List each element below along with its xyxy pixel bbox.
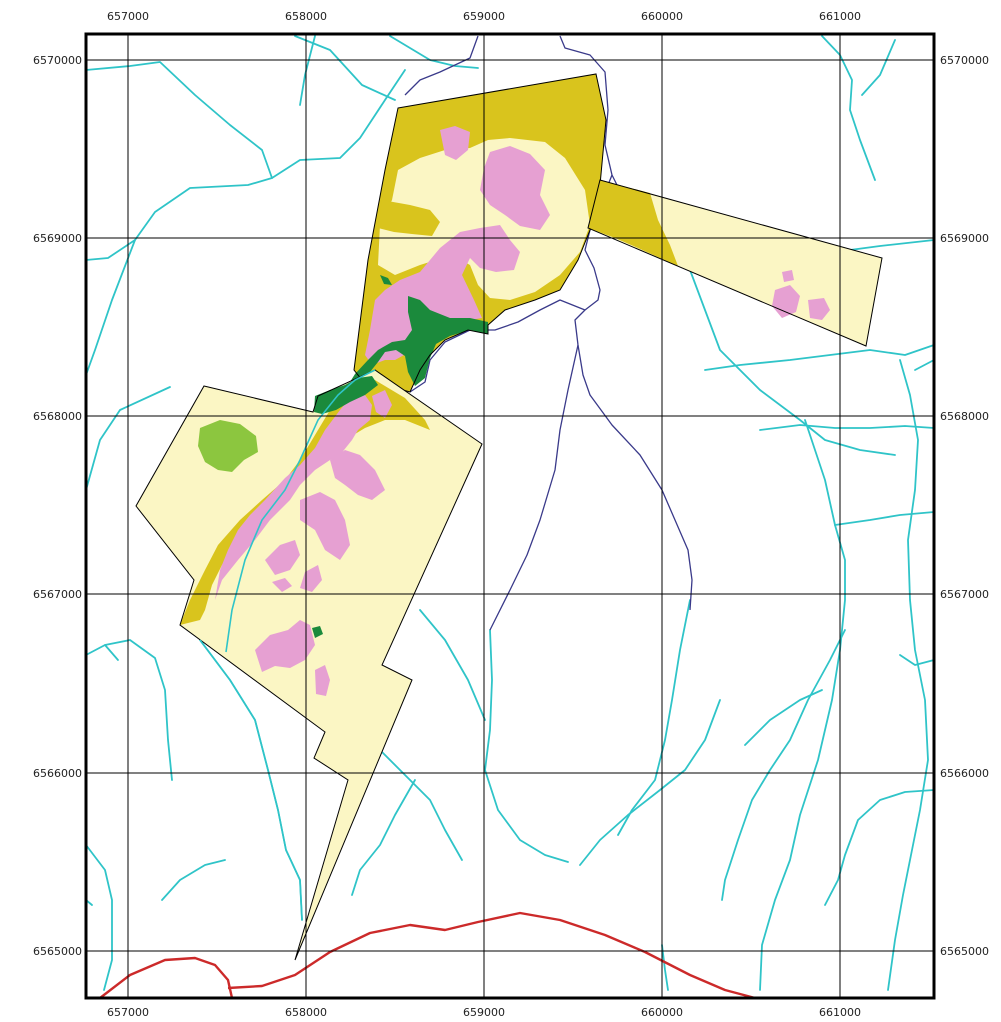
stream-line [271,69,406,179]
stream-line [85,239,136,376]
zone-pink [315,665,330,696]
zone-pink [215,395,372,600]
stream-line [821,35,876,181]
zone-dark-green [350,296,488,392]
stream-line [161,859,226,901]
x-tick-label: 657000 [107,10,149,23]
stream-line [899,654,935,666]
river-line [404,35,479,96]
zone-pink [272,578,292,592]
parcel-boundary [135,369,483,961]
stream-line [579,699,721,866]
y-tick-label: 6567000 [33,588,82,601]
y-tick-label: 6566000 [33,767,82,780]
zone-pink [772,285,800,318]
stream-line [704,344,935,371]
zone-pink [265,540,300,575]
road [99,911,756,1000]
x-tick-labels-bottom: 657000 658000 659000 660000 661000 [107,1006,861,1019]
zone-olive [378,200,440,236]
y-tick-label: 6565000 [33,945,82,958]
road-line [99,956,234,999]
x-tick-label: 661000 [819,10,861,23]
zone-pink [372,390,392,418]
stream-line [85,844,113,991]
map-frame [84,32,936,1000]
y-tick-labels-left: 6570000 6569000 6568000 6567000 6566000 … [33,54,82,958]
x-tick-label: 659000 [463,10,505,23]
y-tick-labels-right: 6570000 6569000 6568000 6567000 6566000 … [940,54,989,958]
x-tick-label: 659000 [463,1006,505,1019]
y-tick-label: 6569000 [940,232,989,245]
zone-olive [180,380,430,625]
x-tick-labels-top: 657000 658000 659000 660000 661000 [107,10,861,23]
stream-line [861,39,896,96]
x-tick-label: 657000 [107,1006,149,1019]
x-tick-label: 658000 [285,10,327,23]
stream-line [419,609,486,721]
zone-dark-green [380,275,392,285]
x-tick-label: 660000 [641,1006,683,1019]
x-tick-label: 661000 [819,1006,861,1019]
stream-line [834,511,935,526]
zone-dark-green [312,626,323,638]
zone-olive [588,180,678,266]
land-parcel-southwest [135,369,483,961]
zone-light-green [198,420,258,472]
y-tick-label: 6567000 [940,588,989,601]
y-tick-label: 6566000 [940,767,989,780]
river-line [489,344,579,631]
y-tick-label: 6569000 [33,232,82,245]
stream-line [199,639,303,921]
stream-line [617,599,691,836]
stream-line [759,424,935,431]
stream-line [85,386,171,491]
stream-line [484,629,569,863]
y-tick-label: 6568000 [940,410,989,423]
stream-line [225,369,376,653]
stream-line [721,629,846,901]
zone-pink [300,492,350,560]
zone-pink [440,126,470,160]
y-tick-label: 6570000 [940,54,989,67]
stream-line [824,789,935,906]
zone-pink [255,620,315,672]
stream-line [661,944,669,991]
stream-line [299,35,316,106]
x-tick-label: 658000 [285,1006,327,1019]
x-tick-label: 660000 [641,10,683,23]
stream-line [351,779,416,896]
river-line [574,174,693,611]
y-tick-label: 6565000 [940,945,989,958]
zone-pale-yellow [136,370,482,960]
road-line [227,911,756,1000]
coordinate-grid [86,34,934,998]
streams-overlay [199,369,376,921]
parcel-boundary [587,179,883,347]
zone-pink [782,270,794,282]
zone-pink [480,146,550,230]
stream-line [887,359,929,991]
y-tick-label: 6570000 [33,54,82,67]
y-tick-label: 6568000 [33,410,82,423]
stream-line [914,359,935,371]
zone-pink [365,225,520,365]
stream-line [744,689,823,746]
stream-line [389,35,479,69]
zone-pink [808,298,830,320]
stream-line [667,239,896,456]
stream-line [104,644,119,661]
zone-pink [330,450,385,500]
